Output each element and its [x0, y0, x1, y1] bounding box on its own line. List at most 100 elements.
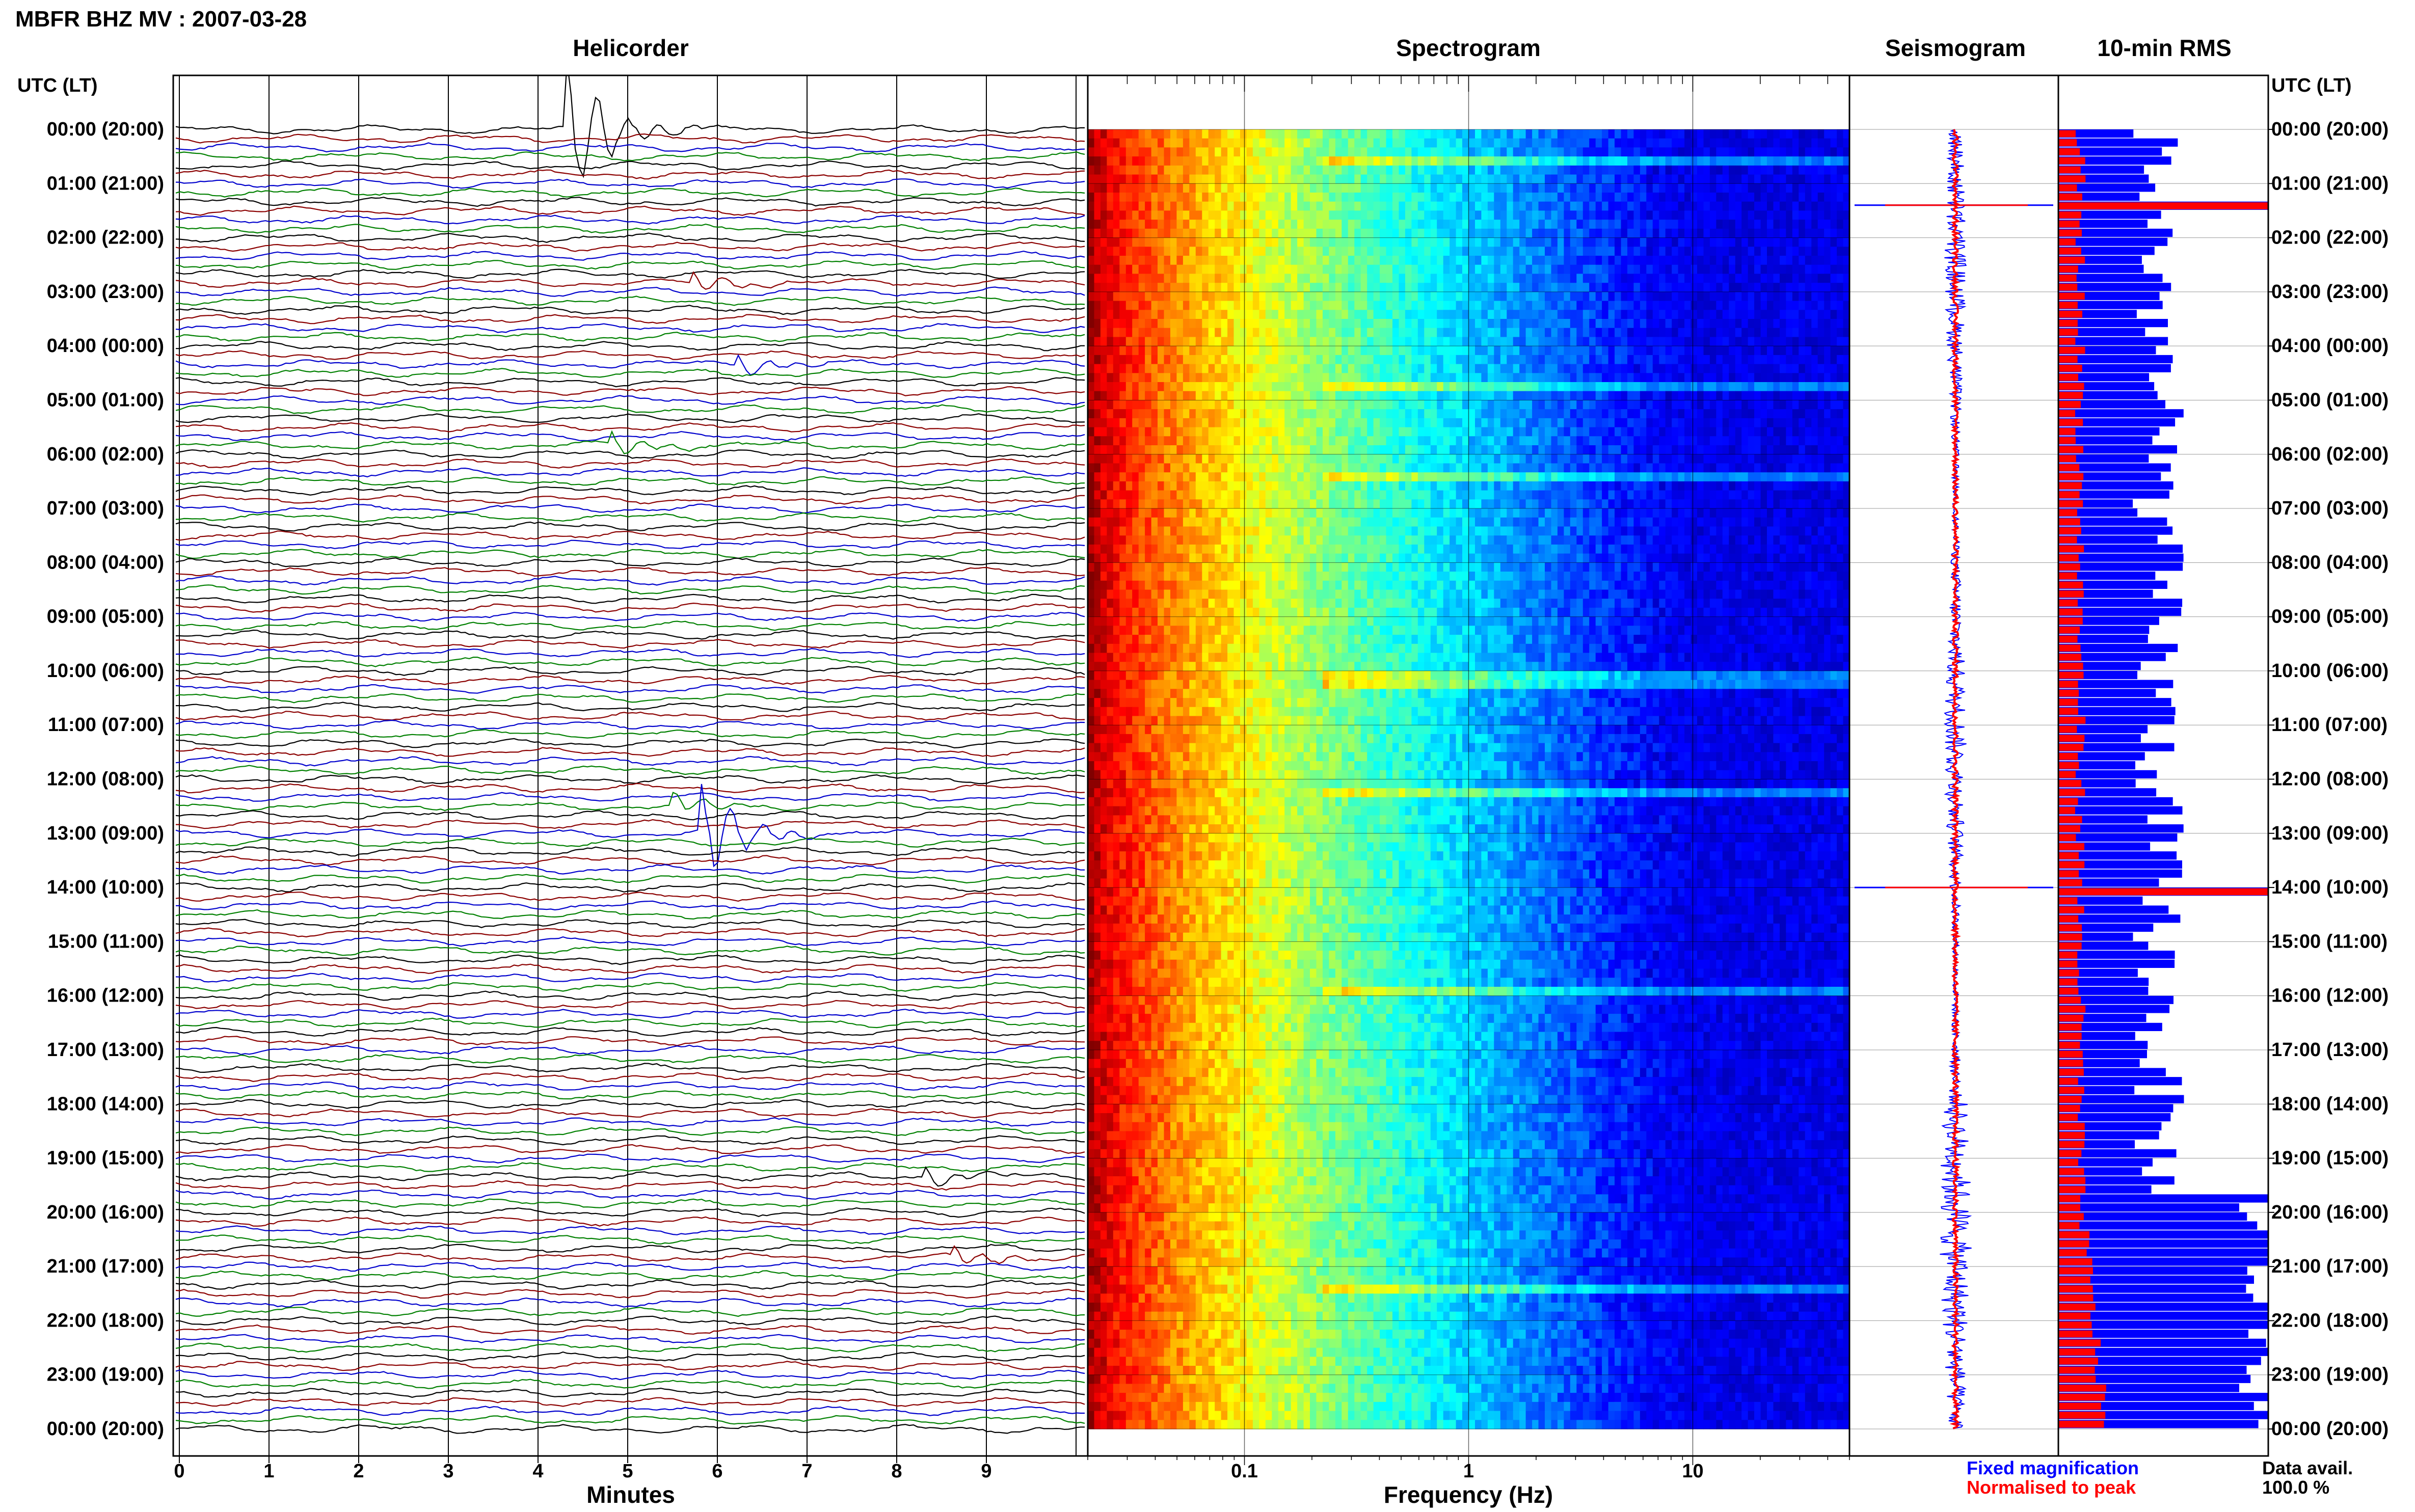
spectrogram-cell — [1278, 292, 1285, 301]
spectrogram-cell — [1513, 436, 1520, 445]
spectrogram-cell — [1399, 319, 1406, 328]
spectrogram-cell — [1640, 373, 1647, 382]
spectrogram-cell — [1500, 139, 1507, 148]
spectrogram-cell — [1507, 210, 1513, 220]
spectrogram-cell — [1818, 427, 1824, 437]
spectrogram-cell — [1380, 147, 1386, 156]
spectrogram-cell — [1094, 247, 1101, 256]
spectrogram-cell — [1539, 464, 1545, 473]
spectrogram-cell — [1132, 491, 1139, 500]
spectrogram-cell — [1729, 454, 1735, 464]
spectrogram-cell — [1450, 346, 1456, 355]
spectrogram-cell — [1831, 337, 1837, 346]
spectrogram-cell — [1710, 247, 1716, 256]
spectrogram-cell — [1818, 175, 1824, 184]
spectrogram-cell — [1164, 292, 1171, 301]
spectrogram-cell — [1462, 382, 1469, 391]
spectrogram-cell — [1672, 364, 1678, 373]
spectrogram-cell — [1158, 247, 1164, 256]
spectrogram-cell — [1304, 220, 1310, 229]
spectrogram-cell — [1221, 337, 1228, 346]
spectrogram-cell — [1786, 319, 1792, 328]
spectrogram-cell — [1227, 156, 1234, 166]
spectrogram-cell — [1602, 346, 1608, 355]
spectrogram-cell — [1183, 382, 1190, 391]
spectrogram-cell — [1558, 247, 1564, 256]
spectrogram-cell — [1329, 391, 1335, 400]
spectrogram-cell — [1456, 445, 1463, 454]
spectrogram-cell — [1101, 472, 1107, 481]
spectrogram-cell — [1189, 319, 1196, 328]
spectrogram-cell — [1107, 382, 1113, 391]
spectrogram-cell — [1297, 364, 1304, 373]
spectrogram-cell — [1374, 274, 1380, 283]
spectrogram-cell — [1088, 491, 1094, 500]
spectrogram-cell — [1240, 166, 1247, 175]
spectrogram-cell — [1139, 400, 1145, 410]
spectrogram-cell — [1704, 283, 1710, 292]
spectrogram-cell — [1284, 301, 1291, 310]
spectrogram-cell — [1792, 265, 1799, 274]
spectrogram-cell — [1704, 274, 1710, 283]
spectrogram-cell — [1405, 301, 1412, 310]
spectrogram-cell — [1761, 481, 1767, 491]
spectrogram-cell — [1507, 328, 1513, 337]
spectrogram-cell — [1691, 147, 1698, 156]
spectrogram-cell — [1234, 481, 1241, 491]
spectrogram-cell — [1354, 139, 1361, 148]
spectrogram-cell — [1589, 346, 1596, 355]
spectrogram-cell — [1741, 274, 1748, 283]
spectrogram-cell — [1615, 229, 1621, 238]
spectrogram-cell — [1405, 210, 1412, 220]
spectrogram-cell — [1151, 328, 1158, 337]
spectrogram-cell — [1640, 355, 1647, 364]
spectrogram-cell — [1215, 481, 1221, 491]
spectrogram-cell — [1284, 147, 1291, 156]
spectrogram-cell — [1170, 355, 1177, 364]
spectrogram-cell — [1101, 427, 1107, 437]
spectrogram-cell — [1500, 337, 1507, 346]
spectrogram-cell — [1348, 193, 1355, 202]
spectrogram-cell — [1500, 472, 1507, 481]
spectrogram-cell — [1297, 193, 1304, 202]
spectrogram-cell — [1132, 472, 1139, 481]
spectrogram-cell — [1209, 193, 1215, 202]
spectrogram-cell — [1494, 454, 1500, 464]
spectrogram-cell — [1253, 202, 1259, 211]
spectrogram-cell — [1704, 193, 1710, 202]
spectrogram-cell — [1824, 445, 1831, 454]
spectrogram-cell — [1139, 274, 1145, 283]
spectrogram-cell — [1710, 210, 1716, 220]
spectrogram-cell — [1774, 229, 1780, 238]
spectrogram-cell — [1450, 364, 1456, 373]
spectrogram-cell — [1576, 220, 1583, 229]
spectrogram-cell — [1583, 346, 1590, 355]
spectrogram-cell — [1399, 481, 1406, 491]
helicorder-trace — [176, 739, 1085, 748]
spectrogram-cell — [1367, 166, 1374, 175]
spectrogram-cell — [1646, 400, 1653, 410]
spectrogram-cell — [1786, 265, 1792, 274]
spectrogram-cell — [1170, 292, 1177, 301]
spectrogram-cell — [1234, 464, 1241, 473]
spectrogram-cell — [1570, 409, 1577, 418]
spectrogram-cell — [1145, 319, 1151, 328]
spectrogram-cell — [1317, 210, 1323, 220]
spectrogram-cell — [1481, 175, 1488, 184]
spectrogram-cell — [1710, 238, 1716, 247]
spectrogram-cell — [1633, 183, 1640, 193]
spectrogram-cell — [1399, 156, 1406, 166]
spectrogram-cell — [1532, 310, 1539, 319]
spectrogram-cell — [1754, 418, 1761, 427]
spectrogram-cell — [1640, 292, 1647, 301]
spectrogram-cell — [1101, 166, 1107, 175]
spectrogram-cell — [1564, 355, 1570, 364]
spectrogram-cell — [1659, 301, 1666, 310]
spectrogram-cell — [1139, 445, 1145, 454]
spectrogram-cell — [1113, 391, 1120, 400]
spectrogram-cell — [1615, 364, 1621, 373]
spectrogram-cell — [1151, 156, 1158, 166]
spectrogram-cell — [1570, 355, 1577, 364]
spectrogram-cell — [1500, 283, 1507, 292]
spectrogram-cell — [1774, 139, 1780, 148]
